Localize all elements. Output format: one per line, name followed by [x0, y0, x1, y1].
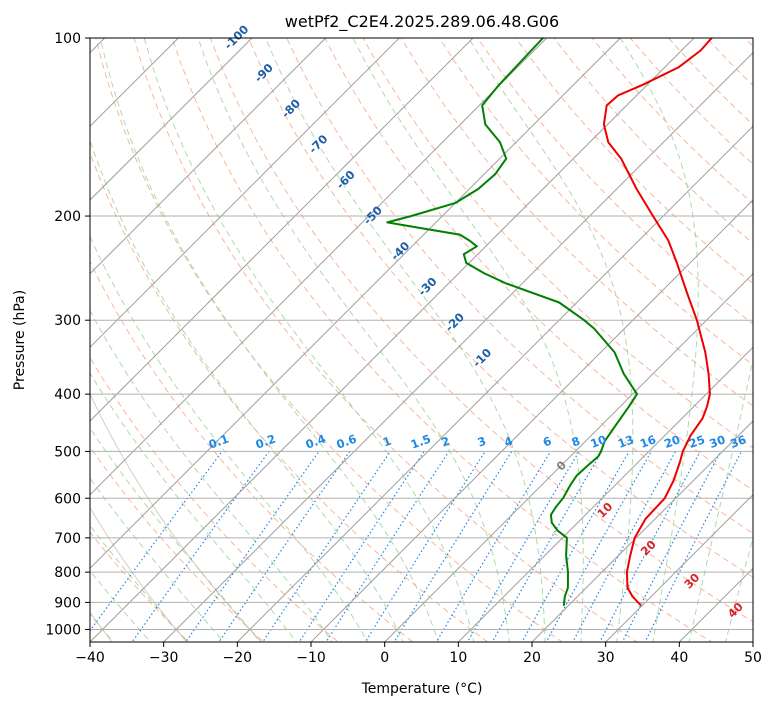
mixing-ratio-label: 0.4	[304, 432, 328, 452]
x-tick-label: 40	[670, 650, 688, 666]
y-tick-label: 500	[54, 444, 81, 460]
dry-adiabat	[362, 38, 753, 449]
moist-adiabat	[90, 309, 333, 642]
dry-adiabat	[400, 38, 753, 407]
moist-adiabat	[143, 38, 475, 642]
isotherm	[90, 38, 548, 496]
isotherm	[90, 38, 621, 570]
x-tick-label: 30	[597, 650, 615, 666]
mixing-ratio-label: 30	[707, 432, 727, 451]
x-tick-label: −40	[75, 650, 105, 666]
x-tick-label: −20	[223, 650, 253, 666]
dewpoint-profile	[386, 38, 638, 606]
moist-adiabat	[688, 356, 753, 642]
mixing-ratio-label: 16	[638, 432, 658, 451]
isotherm	[90, 38, 253, 201]
isotherm	[384, 272, 753, 642]
axes: −40 −30 −20 −10 0 10 20 30 40 50 100 200 300 400 500 60…	[45, 31, 762, 666]
y-tick-label: 600	[54, 491, 81, 507]
isotherm	[531, 420, 753, 642]
isotherm	[90, 38, 400, 349]
mixing-ratio-label: 20	[662, 432, 682, 451]
profile-lines	[386, 38, 713, 606]
isotherm	[236, 125, 753, 642]
isotherm	[90, 38, 474, 422]
isotherm	[605, 493, 753, 642]
isotherm	[310, 199, 753, 642]
x-tick-label: −30	[149, 650, 179, 666]
dry-adiabat	[438, 38, 753, 366]
y-tick-label: 1000	[45, 622, 81, 638]
mixing-ratio-label: 0.6	[334, 432, 358, 452]
mixing-ratio-label: 0.2	[254, 432, 278, 452]
background-lines	[90, 38, 753, 642]
isotherm	[90, 38, 695, 642]
y-tick-label: 400	[54, 387, 81, 403]
isotherm	[163, 51, 753, 642]
y-tick-label: 300	[54, 313, 81, 329]
moist-adiabat	[468, 38, 634, 642]
isotherm	[90, 38, 327, 275]
mixing-ratio-label: 25	[687, 432, 707, 451]
mixing-ratio-label: 0.1	[207, 432, 231, 452]
y-axis-label: Pressure (hPa)	[12, 290, 28, 390]
mixing-ratio-label: 13	[616, 432, 636, 451]
theta-reference-line	[90, 506, 188, 642]
mixing-ratio-label: 1.5	[409, 432, 433, 452]
mixing-ratio-label: 10	[589, 432, 609, 451]
y-tick-label: 100	[54, 31, 81, 47]
isotherm	[457, 346, 753, 642]
y-tick-label: 200	[54, 209, 81, 225]
plot-frame	[89, 37, 754, 643]
moist-adiabat	[725, 535, 753, 642]
dry-adiabat	[324, 38, 753, 491]
x-tick-label: 0	[380, 650, 389, 666]
y-tick-label: 700	[54, 531, 81, 547]
moist-adiabat	[619, 38, 699, 642]
mixing-ratio-label: 36	[728, 432, 748, 451]
chart-title: wetPf2_C2E4.2025.289.06.48.G06	[285, 12, 559, 32]
moist-adiabat	[265, 38, 546, 642]
y-tick-label: 800	[54, 565, 81, 581]
x-tick-label: 20	[523, 650, 541, 666]
x-tick-label: −10	[296, 650, 326, 666]
x-axis-label: Temperature (°C)	[361, 681, 483, 697]
y-tick-label: 900	[54, 595, 81, 611]
x-tick-label: 10	[449, 650, 467, 666]
temperature-profile	[602, 38, 713, 606]
x-tick-label: 50	[744, 650, 762, 666]
